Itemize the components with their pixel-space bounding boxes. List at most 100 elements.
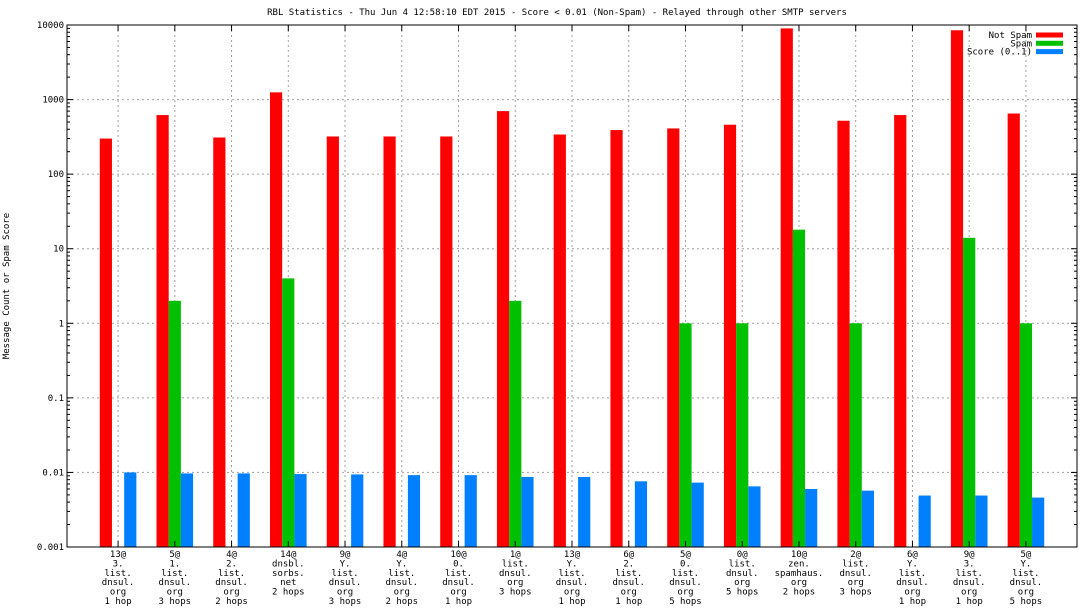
x-tick-label-line: 1 hop — [105, 597, 132, 607]
bar-score-0-1 — [975, 495, 988, 547]
bar-spam — [963, 237, 976, 547]
bar-not-spam — [496, 111, 510, 548]
x-tick-label: 10@ zen. spamhaus. org 2 hops — [775, 550, 824, 598]
x-tick-label-line: list. — [899, 569, 926, 579]
x-tick-label-line: dnsul. — [499, 569, 532, 579]
x-tick-label-line: 0. — [453, 559, 464, 569]
bar-not-spam — [1007, 113, 1020, 548]
bar-not-spam — [326, 136, 339, 548]
x-tick-label-line: list. — [331, 569, 358, 579]
x-tick-label-line: dnsul. — [102, 578, 135, 588]
x-tick-label-line: org — [734, 578, 750, 588]
x-tick-label-line: dnsbl. — [272, 559, 305, 569]
x-tick-label-line: dnsul. — [726, 569, 759, 579]
x-tick-label-line: list. — [218, 569, 245, 579]
bar-score-0-1 — [1032, 497, 1045, 547]
x-tick-label-line: 5@ — [1021, 550, 1032, 560]
bar-score-0-1 — [691, 482, 704, 547]
x-tick-label-line: 1 hop — [558, 597, 585, 607]
x-tick-label-line: 5@ — [680, 550, 691, 560]
bar-spam — [168, 300, 181, 547]
legend-label: Spam — [1010, 39, 1032, 49]
x-tick-label-line: org — [223, 588, 239, 598]
x-tick-label: 4@ 2. list. dnsul. org 2 hops — [215, 550, 248, 607]
x-tick-label-line: 1 hop — [615, 597, 642, 607]
x-tick-label-line: 5 hops — [726, 588, 759, 598]
x-tick-label: 9@ Y. list. dnsul. org 3 hops — [329, 550, 362, 607]
bar-score-0-1 — [180, 473, 194, 547]
bar-score-0-1 — [124, 472, 137, 547]
x-tick-label: 5@ 0. list. dnsul. org 5 hops — [669, 550, 702, 607]
y-tick-label: 0.01 — [42, 468, 64, 478]
bar-score-0-1 — [805, 488, 818, 547]
x-tick-label: 10@ 0. list. dnsul. org 1 hop — [442, 550, 475, 607]
y-tick-label: 10 — [53, 245, 64, 255]
x-tick-label-line: org — [848, 578, 864, 588]
x-tick-label: 5@ Y. list. dnsul. org 5 hops — [1010, 550, 1043, 607]
y-tick-label: 1000 — [42, 96, 64, 106]
x-tick-label-line: 13@ — [564, 550, 581, 560]
x-tick-label-line: org — [337, 588, 353, 598]
bar-not-spam — [610, 130, 623, 547]
legend-swatch — [1036, 32, 1063, 38]
x-tick-label: 5@ 1. list. dnsul. org 3 hops — [159, 550, 192, 607]
x-tick-label-line: dnsul. — [442, 578, 475, 588]
x-tick-label-line: 14@ — [280, 550, 297, 560]
bar-score-0-1 — [464, 475, 477, 547]
y-axis-label: Message Count or Spam Score — [2, 213, 12, 359]
x-tick-label-line: 5@ — [169, 550, 180, 560]
y-axis-ticks: 10000 1000 100 10 1 0.1 0.01 0.001 — [37, 21, 1077, 553]
x-tick-label: 13@ Y. list. dnsul. org 1 hop — [556, 550, 589, 607]
x-tick-label-line: org — [507, 578, 523, 588]
bar-spam — [849, 323, 862, 547]
x-tick-label-line: Y. — [340, 559, 351, 569]
bar-not-spam — [837, 120, 850, 548]
x-tick-label-line: 2@ — [850, 550, 861, 560]
bar-not-spam — [553, 134, 566, 548]
x-tick-label-line: 1 hop — [445, 597, 472, 607]
bar-score-0-1 — [407, 475, 421, 547]
x-tick-label-line: org — [621, 588, 637, 598]
bar-spam — [679, 323, 692, 547]
x-tick-label-line: org — [677, 588, 693, 598]
bar-not-spam — [269, 92, 283, 547]
x-tick-label-line: 2. — [623, 559, 634, 569]
x-tick-label-line: org — [167, 588, 183, 598]
x-tick-label-line: zen. — [788, 559, 810, 569]
x-tick-label-line: 2 hops — [386, 597, 419, 607]
bar-not-spam — [213, 137, 226, 547]
x-tick-label-line: org — [961, 588, 977, 598]
x-tick-label: 4@ Y. list. dnsul. org 2 hops — [386, 550, 419, 607]
x-tick-label-line: list. — [956, 569, 983, 579]
y-tick-label: 1 — [59, 319, 64, 329]
x-tick-label-line: 2. — [226, 559, 237, 569]
x-tick-label-line: 1 hop — [899, 597, 926, 607]
x-tick-label-line: list. — [388, 569, 415, 579]
x-tick-label-line: dnsul. — [215, 578, 248, 588]
bar-score-0-1 — [748, 486, 761, 547]
x-tick-label-line: org — [904, 588, 920, 598]
x-tick-label-line: list. — [502, 559, 529, 569]
bar-not-spam — [894, 115, 907, 548]
x-tick-label-line: dnsul. — [669, 578, 702, 588]
x-tick-label: 0@ list. dnsul. org 5 hops — [726, 550, 759, 598]
x-tick-label-line: 3. — [964, 559, 975, 569]
grid-lines — [67, 25, 1077, 547]
x-tick-label-line: 9@ — [340, 550, 351, 560]
x-tick-label-line: 2 hops — [272, 588, 305, 598]
bar-score-0-1 — [578, 476, 591, 547]
bar-spam — [736, 323, 749, 547]
bar-spam — [792, 229, 806, 547]
bar-not-spam — [156, 115, 169, 548]
x-tick-label-line: org — [791, 578, 807, 588]
x-tick-label-line: 5 hops — [1010, 597, 1043, 607]
bar-spam — [509, 300, 522, 547]
x-tick-label-line: Y. — [396, 559, 407, 569]
x-tick-label-line: dnsul. — [839, 569, 872, 579]
x-tick-label-line: spamhaus. — [775, 569, 824, 579]
x-tick-label-line: list. — [842, 559, 869, 569]
x-tick-label-line: dnsul. — [556, 578, 589, 588]
x-tick-label-line: org — [110, 588, 126, 598]
x-tick-label-line: list. — [672, 569, 699, 579]
x-tick-label-line: 3 hops — [839, 588, 872, 598]
